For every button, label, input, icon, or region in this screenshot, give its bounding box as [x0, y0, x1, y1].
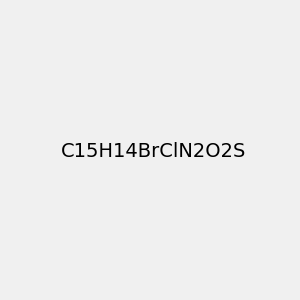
- Text: C15H14BrClN2O2S: C15H14BrClN2O2S: [61, 142, 246, 161]
